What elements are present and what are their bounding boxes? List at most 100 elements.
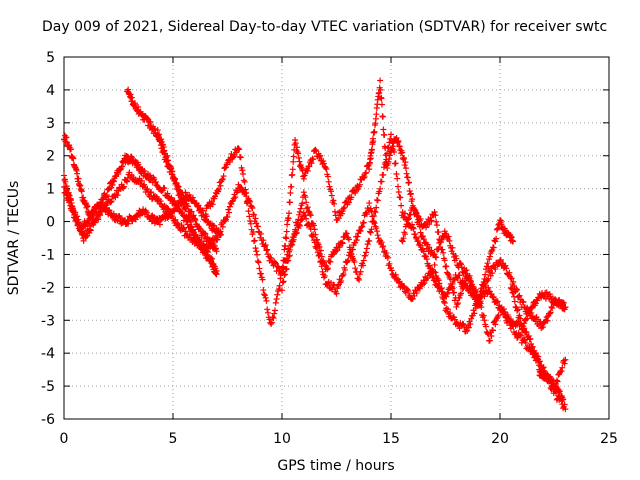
data-point bbox=[132, 100, 139, 107]
data-point bbox=[489, 327, 496, 334]
data-point bbox=[157, 198, 164, 205]
data-point bbox=[109, 181, 116, 188]
data-point bbox=[479, 290, 486, 297]
data-point bbox=[475, 295, 482, 302]
data-point bbox=[353, 237, 360, 244]
data-point bbox=[314, 236, 321, 243]
data-point bbox=[449, 244, 456, 251]
data-point bbox=[91, 219, 98, 226]
data-point bbox=[428, 269, 435, 276]
data-point bbox=[189, 194, 196, 201]
data-point bbox=[517, 331, 524, 338]
data-point bbox=[399, 149, 406, 156]
data-point bbox=[318, 253, 325, 260]
data-point bbox=[238, 184, 245, 191]
data-point bbox=[392, 271, 399, 278]
data-point bbox=[348, 194, 355, 201]
data-point bbox=[338, 277, 345, 284]
data-point bbox=[307, 212, 314, 219]
data-point bbox=[430, 273, 437, 280]
data-point bbox=[282, 243, 289, 250]
data-point bbox=[206, 254, 213, 261]
data-point bbox=[524, 315, 531, 322]
data-point bbox=[64, 191, 71, 198]
data-point bbox=[321, 272, 328, 279]
data-point bbox=[213, 271, 220, 278]
data-point bbox=[264, 306, 271, 313]
data-point bbox=[492, 266, 499, 273]
data-point bbox=[520, 299, 527, 306]
data-point bbox=[163, 158, 170, 165]
data-point bbox=[371, 208, 378, 215]
data-point bbox=[156, 221, 163, 228]
data-point bbox=[260, 237, 267, 244]
data-point bbox=[275, 264, 282, 271]
data-point bbox=[300, 175, 307, 182]
data-point bbox=[75, 216, 82, 223]
y-tick-label: -4 bbox=[41, 346, 55, 362]
data-point bbox=[283, 265, 290, 272]
data-point bbox=[492, 321, 499, 328]
data-point bbox=[262, 294, 269, 301]
data-point bbox=[441, 300, 448, 307]
data-point bbox=[383, 249, 390, 256]
data-point bbox=[75, 175, 82, 182]
data-point bbox=[409, 224, 416, 231]
data-point bbox=[432, 253, 439, 260]
data-point bbox=[260, 287, 267, 294]
data-point bbox=[435, 281, 442, 288]
data-point bbox=[316, 154, 323, 161]
data-point bbox=[461, 280, 468, 287]
data-point bbox=[249, 204, 256, 211]
data-point bbox=[295, 216, 302, 223]
data-point bbox=[246, 213, 253, 220]
data-point bbox=[367, 229, 374, 236]
data-point bbox=[431, 261, 438, 268]
data-point bbox=[219, 176, 226, 183]
data-point bbox=[87, 226, 94, 233]
data-point bbox=[182, 228, 189, 235]
points-layer bbox=[61, 77, 569, 413]
data-point bbox=[194, 203, 201, 210]
data-point bbox=[292, 136, 299, 143]
data-point bbox=[368, 226, 375, 233]
data-point bbox=[380, 243, 387, 250]
data-point bbox=[421, 280, 428, 287]
data-point bbox=[352, 190, 359, 197]
data-point bbox=[130, 174, 137, 181]
data-point bbox=[341, 204, 348, 211]
data-point bbox=[482, 323, 489, 330]
data-point bbox=[432, 212, 439, 219]
data-point bbox=[271, 259, 278, 266]
data-point bbox=[299, 200, 306, 207]
data-point bbox=[114, 192, 121, 199]
data-point bbox=[438, 285, 445, 292]
data-point bbox=[70, 155, 77, 162]
data-point bbox=[268, 319, 275, 326]
data-point bbox=[132, 216, 139, 223]
data-point bbox=[415, 237, 422, 244]
data-point bbox=[95, 216, 102, 223]
data-point bbox=[456, 272, 463, 279]
data-point bbox=[172, 216, 179, 223]
data-point bbox=[360, 174, 367, 181]
data-point bbox=[321, 160, 328, 167]
data-point bbox=[280, 278, 287, 285]
y-tick-label: 4 bbox=[46, 83, 55, 99]
data-point bbox=[245, 208, 252, 215]
data-point bbox=[516, 312, 523, 319]
y-tick-label: 2 bbox=[46, 149, 55, 165]
data-point bbox=[257, 230, 264, 237]
data-point bbox=[147, 118, 154, 125]
data-point bbox=[202, 230, 209, 237]
data-point bbox=[370, 218, 377, 225]
data-point bbox=[481, 317, 488, 324]
data-point bbox=[118, 163, 125, 170]
data-point bbox=[358, 224, 365, 231]
data-point bbox=[443, 293, 450, 300]
data-point bbox=[347, 246, 354, 253]
y-tick-label: -2 bbox=[41, 280, 55, 296]
data-point bbox=[225, 206, 232, 213]
data-point bbox=[457, 260, 464, 267]
data-point bbox=[324, 173, 331, 180]
